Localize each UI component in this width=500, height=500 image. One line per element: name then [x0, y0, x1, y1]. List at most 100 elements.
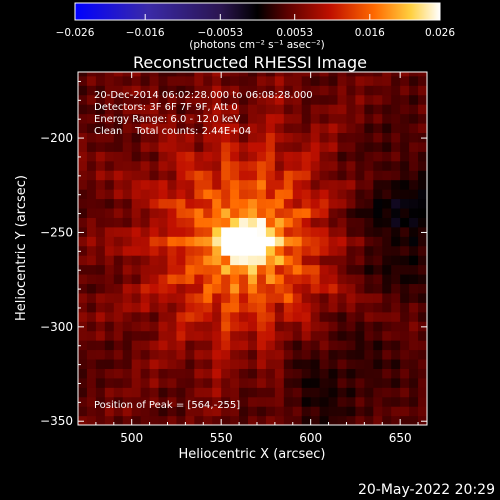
- heatmap-cell: [78, 321, 88, 332]
- heatmap-cell: [176, 396, 186, 407]
- heatmap-cell: [230, 273, 240, 285]
- colorbar-tick-label: −0.016: [126, 27, 165, 39]
- heatmap-cell: [78, 273, 88, 285]
- heatmap-cell: [104, 330, 115, 341]
- heatmap-cell: [391, 75, 401, 86]
- heatmap-cell: [78, 207, 88, 218]
- heatmap-cell: [265, 396, 276, 407]
- heatmap-cell: [78, 340, 88, 351]
- heatmap-cell: [310, 217, 321, 228]
- heatmap-cell: [131, 349, 142, 360]
- heatmap-cell: [382, 406, 392, 417]
- heatmap-cell: [355, 236, 365, 247]
- heatmap-cell: [185, 236, 195, 247]
- heatmap-cell: [265, 330, 276, 341]
- heatmap-cell: [78, 245, 88, 256]
- heatmap-cell: [409, 349, 419, 360]
- heatmap-cell: [409, 368, 419, 379]
- heatmap-cell: [149, 141, 160, 152]
- heatmap-cell: [418, 198, 427, 209]
- heatmap-cell: [337, 302, 348, 313]
- heatmap-cell: [319, 189, 330, 200]
- plot-frame: [77, 71, 428, 426]
- heatmap-cell: [418, 226, 427, 237]
- heatmap-cell: [337, 245, 348, 256]
- heatmap-cell: [274, 283, 285, 294]
- heatmap-cell: [418, 415, 427, 425]
- heatmap-cell: [230, 198, 240, 209]
- heatmap-cell: [239, 217, 249, 228]
- heatmap-cell: [113, 217, 124, 228]
- heatmap-cell: [292, 387, 303, 398]
- heatmap-cell: [167, 387, 178, 398]
- heatmap-cell: [212, 94, 222, 105]
- heatmap-cell: [212, 104, 222, 115]
- heatmap-cell: [256, 179, 267, 190]
- heatmap-cell: [176, 302, 186, 313]
- x-tick-label: 600: [299, 431, 322, 445]
- heatmap-cell: [328, 141, 339, 152]
- heatmap-cell: [310, 368, 321, 379]
- heatmap-cell: [176, 217, 186, 228]
- heatmap-cell: [86, 273, 97, 285]
- heatmap-cell: [230, 255, 240, 266]
- heatmap-cell: [382, 179, 392, 190]
- heatmap-cell: [86, 415, 97, 425]
- heatmap-cell: [391, 207, 401, 218]
- heatmap-cell: [167, 104, 178, 115]
- heatmap-cell: [239, 170, 249, 181]
- heatmap-cell: [86, 160, 97, 171]
- heatmap-cell: [418, 273, 427, 285]
- heatmap-cell: [319, 377, 330, 388]
- heatmap-cell: [248, 245, 258, 256]
- heatmap-cell: [176, 283, 186, 294]
- heatmap-cell: [283, 302, 294, 313]
- heatmap-cell: [131, 160, 142, 171]
- heatmap-cell: [176, 113, 186, 124]
- heatmap-cell: [355, 264, 365, 275]
- heatmap-cell: [104, 358, 115, 369]
- heatmap-cell: [248, 179, 258, 190]
- heatmap-cell: [158, 189, 169, 200]
- heatmap-cell: [230, 292, 240, 303]
- heatmap-cell: [364, 311, 374, 322]
- heatmap-cell: [149, 377, 160, 388]
- heatmap-cell: [328, 113, 339, 124]
- heatmap-cell: [104, 302, 115, 313]
- heatmap-cell: [149, 292, 160, 303]
- heatmap-cell: [382, 273, 392, 285]
- heatmap-cell: [355, 94, 365, 105]
- heatmap-cell: [256, 236, 267, 247]
- heatmap-cell: [256, 94, 267, 105]
- heatmap-cell: [122, 226, 133, 237]
- heatmap-cell: [176, 75, 186, 86]
- heatmap-cell: [86, 72, 97, 77]
- heatmap-cell: [230, 104, 240, 115]
- heatmap-cell: [194, 189, 204, 200]
- heatmap-cell: [364, 189, 374, 200]
- heatmap-cell: [319, 349, 330, 360]
- heatmap-cell: [140, 358, 151, 369]
- heatmap-cell: [113, 236, 124, 247]
- heatmap-cell: [292, 113, 303, 124]
- heatmap-cell: [283, 387, 294, 398]
- heatmap-cell: [149, 113, 160, 124]
- heatmap-cell: [140, 406, 151, 417]
- y-axis: −200−250−300−350: [40, 80, 427, 428]
- heatmap-cell: [113, 302, 124, 313]
- heatmap-cell: [122, 255, 133, 266]
- heatmap-cell: [158, 122, 169, 134]
- heatmap-cell: [364, 207, 374, 218]
- heatmap-cell: [78, 85, 88, 96]
- heatmap-cell: [212, 217, 222, 228]
- heatmap-cell: [86, 170, 97, 181]
- heatmap-cell: [78, 72, 88, 77]
- heatmap-cell: [167, 255, 178, 266]
- heatmap-cell: [382, 349, 392, 360]
- heatmap-cell: [140, 396, 151, 407]
- heatmap-cell: [104, 321, 115, 332]
- heatmap-cell: [221, 283, 231, 294]
- heatmap-cell: [212, 273, 222, 285]
- heatmap-cell: [301, 207, 312, 218]
- heatmap-cell: [212, 368, 222, 379]
